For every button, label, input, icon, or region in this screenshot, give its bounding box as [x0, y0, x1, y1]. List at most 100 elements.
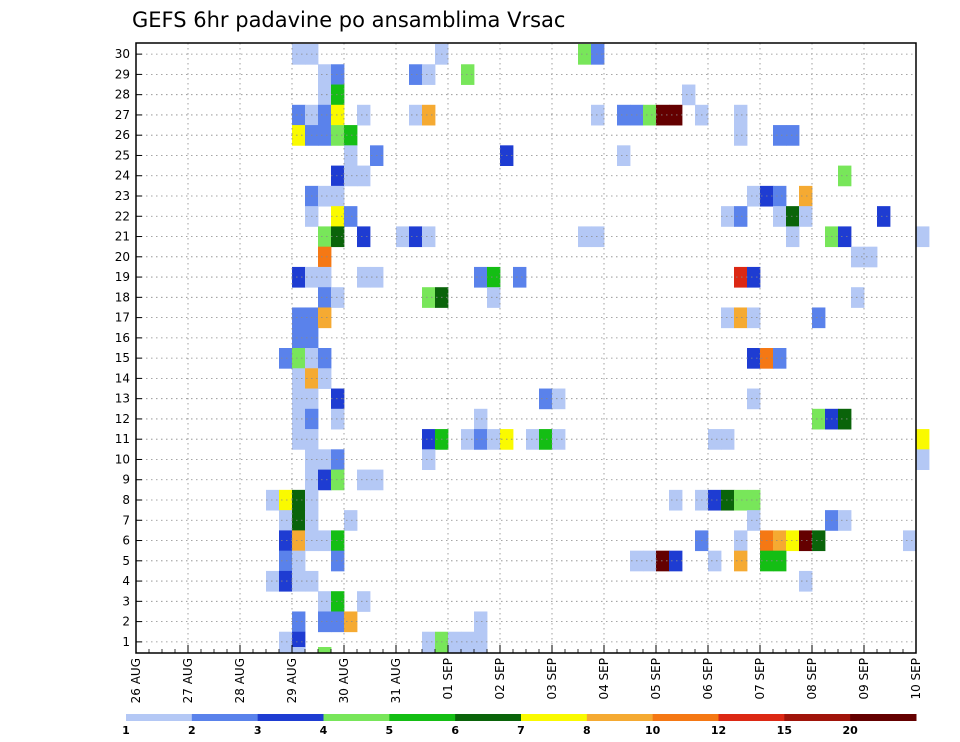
heatmap-cell	[292, 570, 306, 592]
heatmap-cell	[513, 266, 527, 288]
heatmap-cell	[409, 64, 423, 85]
y-tick-label: 20	[115, 250, 130, 264]
heatmap-cell	[344, 611, 358, 633]
y-tick-label: 5	[122, 554, 130, 568]
heatmap-cell	[838, 226, 852, 248]
heatmap-cell	[474, 266, 488, 288]
colorbar-swatch	[191, 714, 259, 721]
heatmap-cell	[578, 226, 592, 248]
heatmap-cell	[409, 226, 423, 248]
heatmap-cell	[331, 64, 345, 85]
colorbar-swatch	[257, 714, 324, 721]
y-tick-label: 18	[115, 290, 130, 304]
heatmap-cell	[318, 287, 332, 308]
heatmap-cell	[396, 226, 410, 248]
heatmap-cell	[331, 84, 345, 106]
heatmap-cell	[279, 570, 293, 592]
y-tick-label: 21	[115, 230, 130, 244]
y-tick-label: 28	[115, 88, 130, 102]
x-tick-label: 30 AUG	[337, 658, 351, 703]
heatmap-cell	[357, 104, 371, 126]
y-tick-label: 6	[122, 534, 130, 548]
colorbar-label: 6	[451, 724, 459, 737]
x-axis: 26 AUG 27 AUG 28 AUG 29 AUG 30 AUG 31 AUG 01 S…	[129, 645, 923, 703]
heatmap-cell	[292, 388, 306, 410]
x-tick-label: 01 SEP	[441, 658, 455, 700]
heatmap-cell	[318, 185, 332, 207]
heatmap-cell	[786, 125, 800, 146]
y-tick-label: 26	[115, 128, 130, 142]
heatmap-cell	[318, 266, 332, 288]
y-axis: 1234567891011121314151617181920212223242…	[115, 47, 142, 649]
y-tick-label: 22	[115, 209, 130, 223]
heatmap-cell	[734, 307, 748, 329]
heatmap-cell	[799, 530, 813, 552]
colorbar-swatch	[652, 714, 719, 721]
heatmap-cell	[318, 368, 332, 389]
heatmap-cell	[279, 510, 293, 531]
heatmap-cell	[318, 449, 332, 470]
x-tick-label: 07 SEP	[753, 658, 767, 700]
heatmap-cell	[539, 429, 553, 450]
colorbar-swatch	[718, 714, 785, 721]
heatmap-cell	[279, 631, 293, 653]
heatmap-cell	[643, 550, 657, 572]
heatmap-cell	[916, 449, 930, 470]
x-tick-label: 10 SEP	[909, 658, 923, 700]
heatmap-cell	[617, 104, 631, 126]
heatmap-cell	[344, 125, 358, 146]
heatmap-cell	[747, 388, 761, 410]
y-tick-label: 25	[115, 148, 130, 162]
heatmap-cell	[721, 429, 735, 450]
heatmap-cell	[422, 104, 436, 126]
heatmap-cell	[669, 489, 683, 511]
heatmap-cell	[656, 104, 670, 126]
x-tick-label: 06 SEP	[701, 658, 715, 700]
y-tick-label: 8	[122, 493, 130, 507]
heatmap-cell	[292, 125, 306, 146]
y-tick-label: 7	[122, 513, 130, 527]
x-tick-label: 29 AUG	[285, 658, 299, 703]
heatmap-cell	[331, 550, 345, 572]
heatmap-cell	[357, 591, 371, 612]
heatmap-cell	[292, 530, 306, 552]
heatmap-cell	[669, 104, 683, 126]
heatmap-cell	[487, 429, 501, 450]
heatmap-cell	[331, 388, 345, 410]
colorbar-swatch	[521, 714, 588, 721]
heatmap-cell	[474, 408, 488, 430]
heatmap-cell	[292, 266, 306, 288]
heatmap-cell	[526, 429, 540, 450]
heatmap-cell	[292, 408, 306, 430]
heatmap-cell	[422, 449, 436, 470]
heatmap-cell	[851, 287, 865, 308]
heatmap-cell	[591, 104, 605, 126]
heatmap-cell	[812, 307, 826, 329]
heatmap-cell	[799, 206, 813, 227]
y-tick-label: 17	[115, 311, 130, 325]
y-tick-label: 13	[115, 392, 130, 406]
heatmap-cell	[643, 104, 657, 126]
heatmap-cell	[474, 631, 488, 653]
colorbar-label: 1	[122, 724, 130, 737]
heatmap-cell	[747, 307, 761, 329]
colorbar-swatch	[126, 714, 193, 721]
y-tick-label: 15	[115, 351, 130, 365]
heatmap-cell	[422, 287, 436, 308]
heatmap-cell	[292, 647, 306, 654]
heatmap-cell	[357, 165, 371, 187]
heatmap-cell	[279, 530, 293, 552]
heatmap-cell	[357, 226, 371, 248]
colorbar-label: 20	[843, 724, 859, 737]
heatmap-cell	[279, 550, 293, 572]
heatmap-cell	[474, 429, 488, 450]
heatmap-cell	[916, 226, 930, 248]
heatmap-cell	[786, 530, 800, 552]
heatmap-cell	[747, 266, 761, 288]
heatmap-cell	[318, 647, 332, 654]
heatmap-cell	[734, 530, 748, 552]
heatmap-cell	[292, 429, 306, 450]
chart-title: GEFS 6hr padavine po ansamblima Vrsac	[132, 8, 565, 32]
heatmap-cell	[877, 206, 891, 227]
